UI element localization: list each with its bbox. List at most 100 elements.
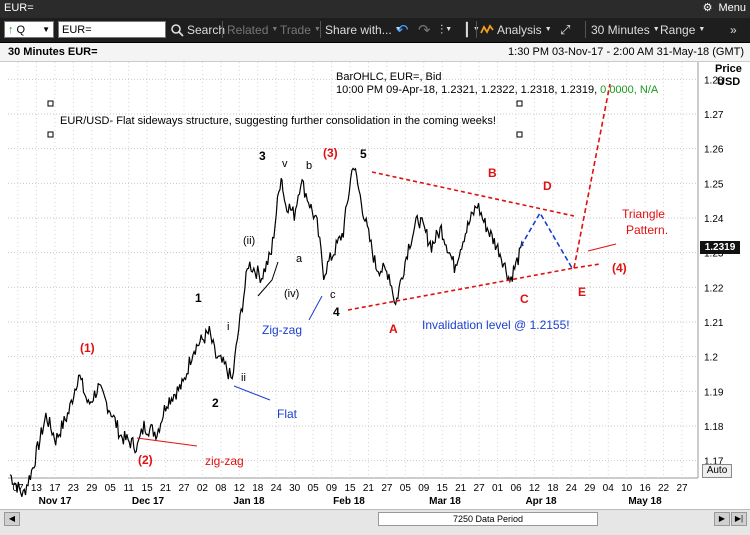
redo-button[interactable]: ↷ — [418, 21, 431, 39]
x-tick-label: 29 — [86, 483, 98, 494]
x-tick-label: 12 — [234, 483, 246, 494]
price-chart[interactable]: Price USD 1.281.271.261.251.241.231.221.… — [0, 62, 750, 510]
y-tick-label: 1.21 — [704, 318, 724, 329]
wave-label-3-paren: (3) — [323, 146, 338, 160]
bar-info-change: 0.0000, N/A — [600, 84, 659, 96]
bar-chart-icon: ┃ — [463, 21, 471, 37]
x-tick-label: 24 — [271, 483, 283, 494]
redo-icon: ↷ — [418, 21, 431, 39]
x-tick-label: 09 — [418, 483, 430, 494]
x-tick-label: 21 — [160, 483, 172, 494]
month-tick-label: Feb 18 — [333, 496, 365, 507]
search-button[interactable]: Search — [170, 21, 225, 38]
x-tick-label: 05 — [308, 483, 320, 494]
x-tick-label: 27 — [474, 483, 486, 494]
handle-br[interactable] — [516, 131, 523, 138]
x-tick-label: 15 — [344, 483, 356, 494]
triangle-lower-line — [347, 267, 575, 311]
range-select[interactable]: Range ▼ — [660, 22, 706, 37]
x-tick-label: 27 — [381, 483, 393, 494]
price-axis-currency: USD — [717, 76, 740, 88]
y-tick-labels: 1.28 1.27 1.26 1.25 1.24 1.23 1.22 1.21 1.2 1.19 1… — [704, 75, 724, 467]
scroll-right-button[interactable]: ▶ — [714, 512, 730, 526]
triangle-pointer-line — [587, 243, 617, 252]
x-tick-label: 15 — [142, 483, 154, 494]
symbol-mode-select[interactable]: ↑ Q ▼ — [4, 21, 54, 38]
symbol-input[interactable]: EUR= — [58, 21, 166, 38]
y-tick-label: 1.23 — [704, 249, 724, 260]
chevron-down-icon: ▼ — [698, 26, 706, 33]
grid-lines — [8, 62, 698, 478]
chevron-down-icon: ▼ — [394, 26, 402, 33]
x-tick-label: 07 — [12, 483, 24, 494]
undo-button[interactable]: ↶ — [396, 21, 409, 39]
handle-tr[interactable] — [516, 100, 523, 107]
scroll-left-button[interactable]: ◀ — [4, 512, 20, 526]
x-tick-label: 10 — [621, 483, 633, 494]
auto-scale-button[interactable]: Auto — [702, 464, 732, 478]
scroll-end-button[interactable]: ▶| — [731, 512, 747, 526]
y-tick-label: 1.24 — [704, 214, 724, 225]
draw-tools-button[interactable]: ⫶ ▼ — [440, 21, 452, 38]
analysis-wave-icon — [480, 23, 494, 34]
y-tick-label: 1.22 — [704, 283, 724, 294]
menu-label[interactable]: Menu — [718, 1, 746, 14]
month-tick-label: Jan 18 — [233, 496, 265, 507]
wave-label-ii: ii — [241, 372, 246, 384]
chart-type-button[interactable]: ┃▼ — [463, 21, 480, 38]
x-tick-label: 04 — [603, 483, 615, 494]
zoom-button[interactable]: ⤢ — [560, 21, 570, 38]
related-button[interactable]: Related ▼ — [227, 22, 279, 37]
x-tick-labels: 07 13 17 23 29 05 11 15 21 27 02 08 12 18 24 30 05 09 15 21… — [12, 483, 688, 494]
interval-select[interactable]: 30 Minutes ▼ — [591, 22, 660, 37]
wave-label-5: 5 — [360, 147, 367, 161]
horizontal-scrollbar[interactable]: ◀ 7250 Data Period ▶ ▶| — [0, 509, 750, 535]
annotation-box[interactable]: EUR/USD- Flat sideways structure, sugges… — [47, 100, 523, 138]
data-period-thumb[interactable]: 7250 Data Period — [378, 512, 598, 526]
chevron-down-icon: ▼ — [544, 26, 552, 33]
chart-title: 30 Minutes EUR= — [8, 46, 98, 58]
double-chevron-right-icon: » — [730, 22, 737, 37]
wave-label-v: v — [282, 158, 288, 170]
month-tick-label: Nov 17 — [39, 496, 72, 507]
handle-tl[interactable] — [47, 100, 54, 107]
x-tick-label: 23 — [68, 483, 80, 494]
x-tick-label: 15 — [437, 483, 449, 494]
y-tick-label: 1.27 — [704, 110, 724, 121]
trade-button[interactable]: Trade ▼ — [280, 22, 321, 37]
chevron-down-icon: ▼ — [445, 26, 453, 33]
share-button[interactable]: Share with... ▼ — [325, 22, 402, 37]
chart-header: 30 Minutes EUR= 1:30 PM 03-Nov-17 - 2:00… — [0, 43, 750, 62]
zigzag-red-line — [136, 437, 198, 447]
x-tick-label: 01 — [492, 483, 504, 494]
x-tick-label: 02 — [197, 483, 209, 494]
wave-label-3: 3 — [259, 149, 266, 163]
wave-label-c: c — [330, 289, 336, 301]
x-tick-label: 17 — [49, 483, 61, 494]
zoom-arrows-icon: ⤢ — [560, 21, 571, 37]
y-tick-label: 1.17 — [704, 457, 724, 468]
y-tick-label: 1.2 — [704, 353, 718, 364]
wave-label-D: D — [543, 179, 552, 193]
x-tick-label: 05 — [105, 483, 117, 494]
month-tick-label: Mar 18 — [429, 496, 461, 507]
settings-icon[interactable]: ⚙ — [702, 2, 713, 14]
plot-area — [8, 62, 698, 478]
more-button[interactable]: » — [730, 21, 737, 38]
x-tick-label: 27 — [178, 483, 190, 494]
analysis-button[interactable]: Analysis ▼ — [480, 21, 552, 38]
x-tick-label: 06 — [510, 483, 522, 494]
chevron-right-icon: ▶ — [718, 514, 726, 523]
chevron-left-icon: ◀ — [8, 514, 16, 523]
month-tick-label: Apr 18 — [525, 496, 557, 507]
y-tick-label: 1.26 — [704, 145, 724, 156]
label-triangle-pattern: Triangle Pattern. — [622, 207, 668, 237]
handle-bl[interactable] — [47, 131, 54, 138]
projected-d-e-path — [520, 211, 573, 269]
x-tick-label: 21 — [455, 483, 467, 494]
wave-label-E: E — [578, 285, 586, 299]
wave-label-2: 2 — [212, 396, 219, 410]
x-tick-label: 11 — [123, 483, 134, 494]
wave-label-B: B — [488, 166, 497, 180]
wave-iv-bracket — [257, 261, 279, 297]
